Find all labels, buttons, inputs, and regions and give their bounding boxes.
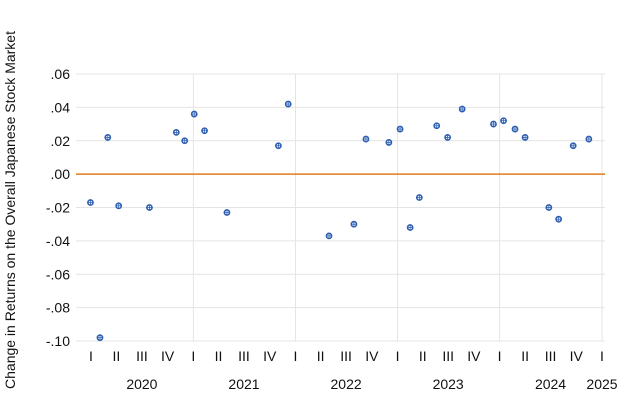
data-point — [87, 199, 94, 206]
data-point — [545, 204, 553, 211]
y-tick-label: -.02 — [46, 200, 70, 216]
x-quarter-label: IV — [365, 348, 379, 364]
data-point — [325, 232, 333, 240]
x-year-label: 2021 — [228, 376, 259, 392]
data-point — [284, 100, 292, 108]
data-point — [362, 135, 370, 143]
data-points — [87, 100, 593, 342]
x-quarter-label: II — [215, 348, 223, 364]
x-year-label: 2022 — [331, 376, 362, 392]
data-point — [115, 202, 123, 210]
data-point — [511, 125, 519, 133]
data-point — [585, 135, 593, 143]
x-quarter-label: II — [113, 348, 121, 364]
data-point — [181, 137, 189, 145]
x-quarter-label: II — [317, 348, 325, 364]
y-tick-label: .06 — [51, 66, 71, 82]
data-point — [385, 139, 393, 146]
data-point — [433, 122, 441, 130]
y-tick-label: .02 — [51, 133, 71, 149]
y-axis-ticks: .06 .04 .02 .00 -.02 -.04 -.06 -.08 -.10 — [46, 66, 70, 349]
data-point — [500, 117, 507, 125]
x-quarter-label: I — [600, 348, 604, 364]
x-quarter-label: III — [136, 348, 148, 364]
data-point — [458, 105, 466, 113]
x-quarter-label: I — [498, 348, 502, 364]
x-year-label: 2020 — [126, 376, 157, 392]
data-point — [223, 209, 231, 216]
data-point — [415, 194, 423, 201]
data-point — [444, 134, 452, 141]
y-tick-label: -.04 — [46, 233, 70, 249]
data-point — [190, 110, 198, 118]
y-axis-label: Change in Returns on the Overall Japanes… — [2, 31, 18, 389]
data-point — [521, 134, 529, 141]
x-quarter-label: III — [238, 348, 250, 364]
data-point — [172, 129, 180, 136]
x-quarter-label: I — [294, 348, 298, 364]
grid-layer — [76, 73, 605, 342]
x-quarter-label: I — [396, 348, 400, 364]
data-point — [96, 334, 104, 342]
x-quarter-label: II — [419, 348, 427, 364]
data-point — [406, 224, 414, 231]
y-tick-label: -.06 — [46, 266, 70, 282]
data-point — [396, 125, 404, 133]
x-quarter-label: IV — [570, 348, 584, 364]
data-point — [274, 142, 282, 150]
x-quarter-label: III — [442, 348, 454, 364]
x-quarter-label: IV — [467, 348, 481, 364]
x-quarter-label: IV — [263, 348, 277, 364]
data-point — [104, 134, 112, 141]
data-point — [569, 142, 577, 150]
y-tick-label: -.08 — [46, 300, 70, 316]
x-year-label: 2025 — [586, 376, 617, 392]
x-year-label: 2023 — [433, 376, 464, 392]
x-quarter-label: III — [545, 348, 557, 364]
y-tick-label: -.10 — [46, 333, 70, 349]
x-quarter-label: I — [89, 348, 93, 364]
data-point — [490, 120, 497, 128]
x-axis-ticks: I II III IV I II III IV I II III IV I II III IV I II III IV… — [89, 348, 618, 392]
x-year-label: 2024 — [535, 376, 566, 392]
y-tick-label: .04 — [51, 99, 71, 115]
data-point — [555, 215, 563, 223]
x-quarter-label: II — [521, 348, 529, 364]
x-quarter-label: I — [191, 348, 195, 364]
x-quarter-label: III — [340, 348, 352, 364]
data-point — [201, 127, 208, 135]
data-point — [146, 204, 153, 211]
y-tick-label: .00 — [51, 166, 71, 182]
x-quarter-label: IV — [161, 348, 175, 364]
data-point — [350, 220, 358, 228]
